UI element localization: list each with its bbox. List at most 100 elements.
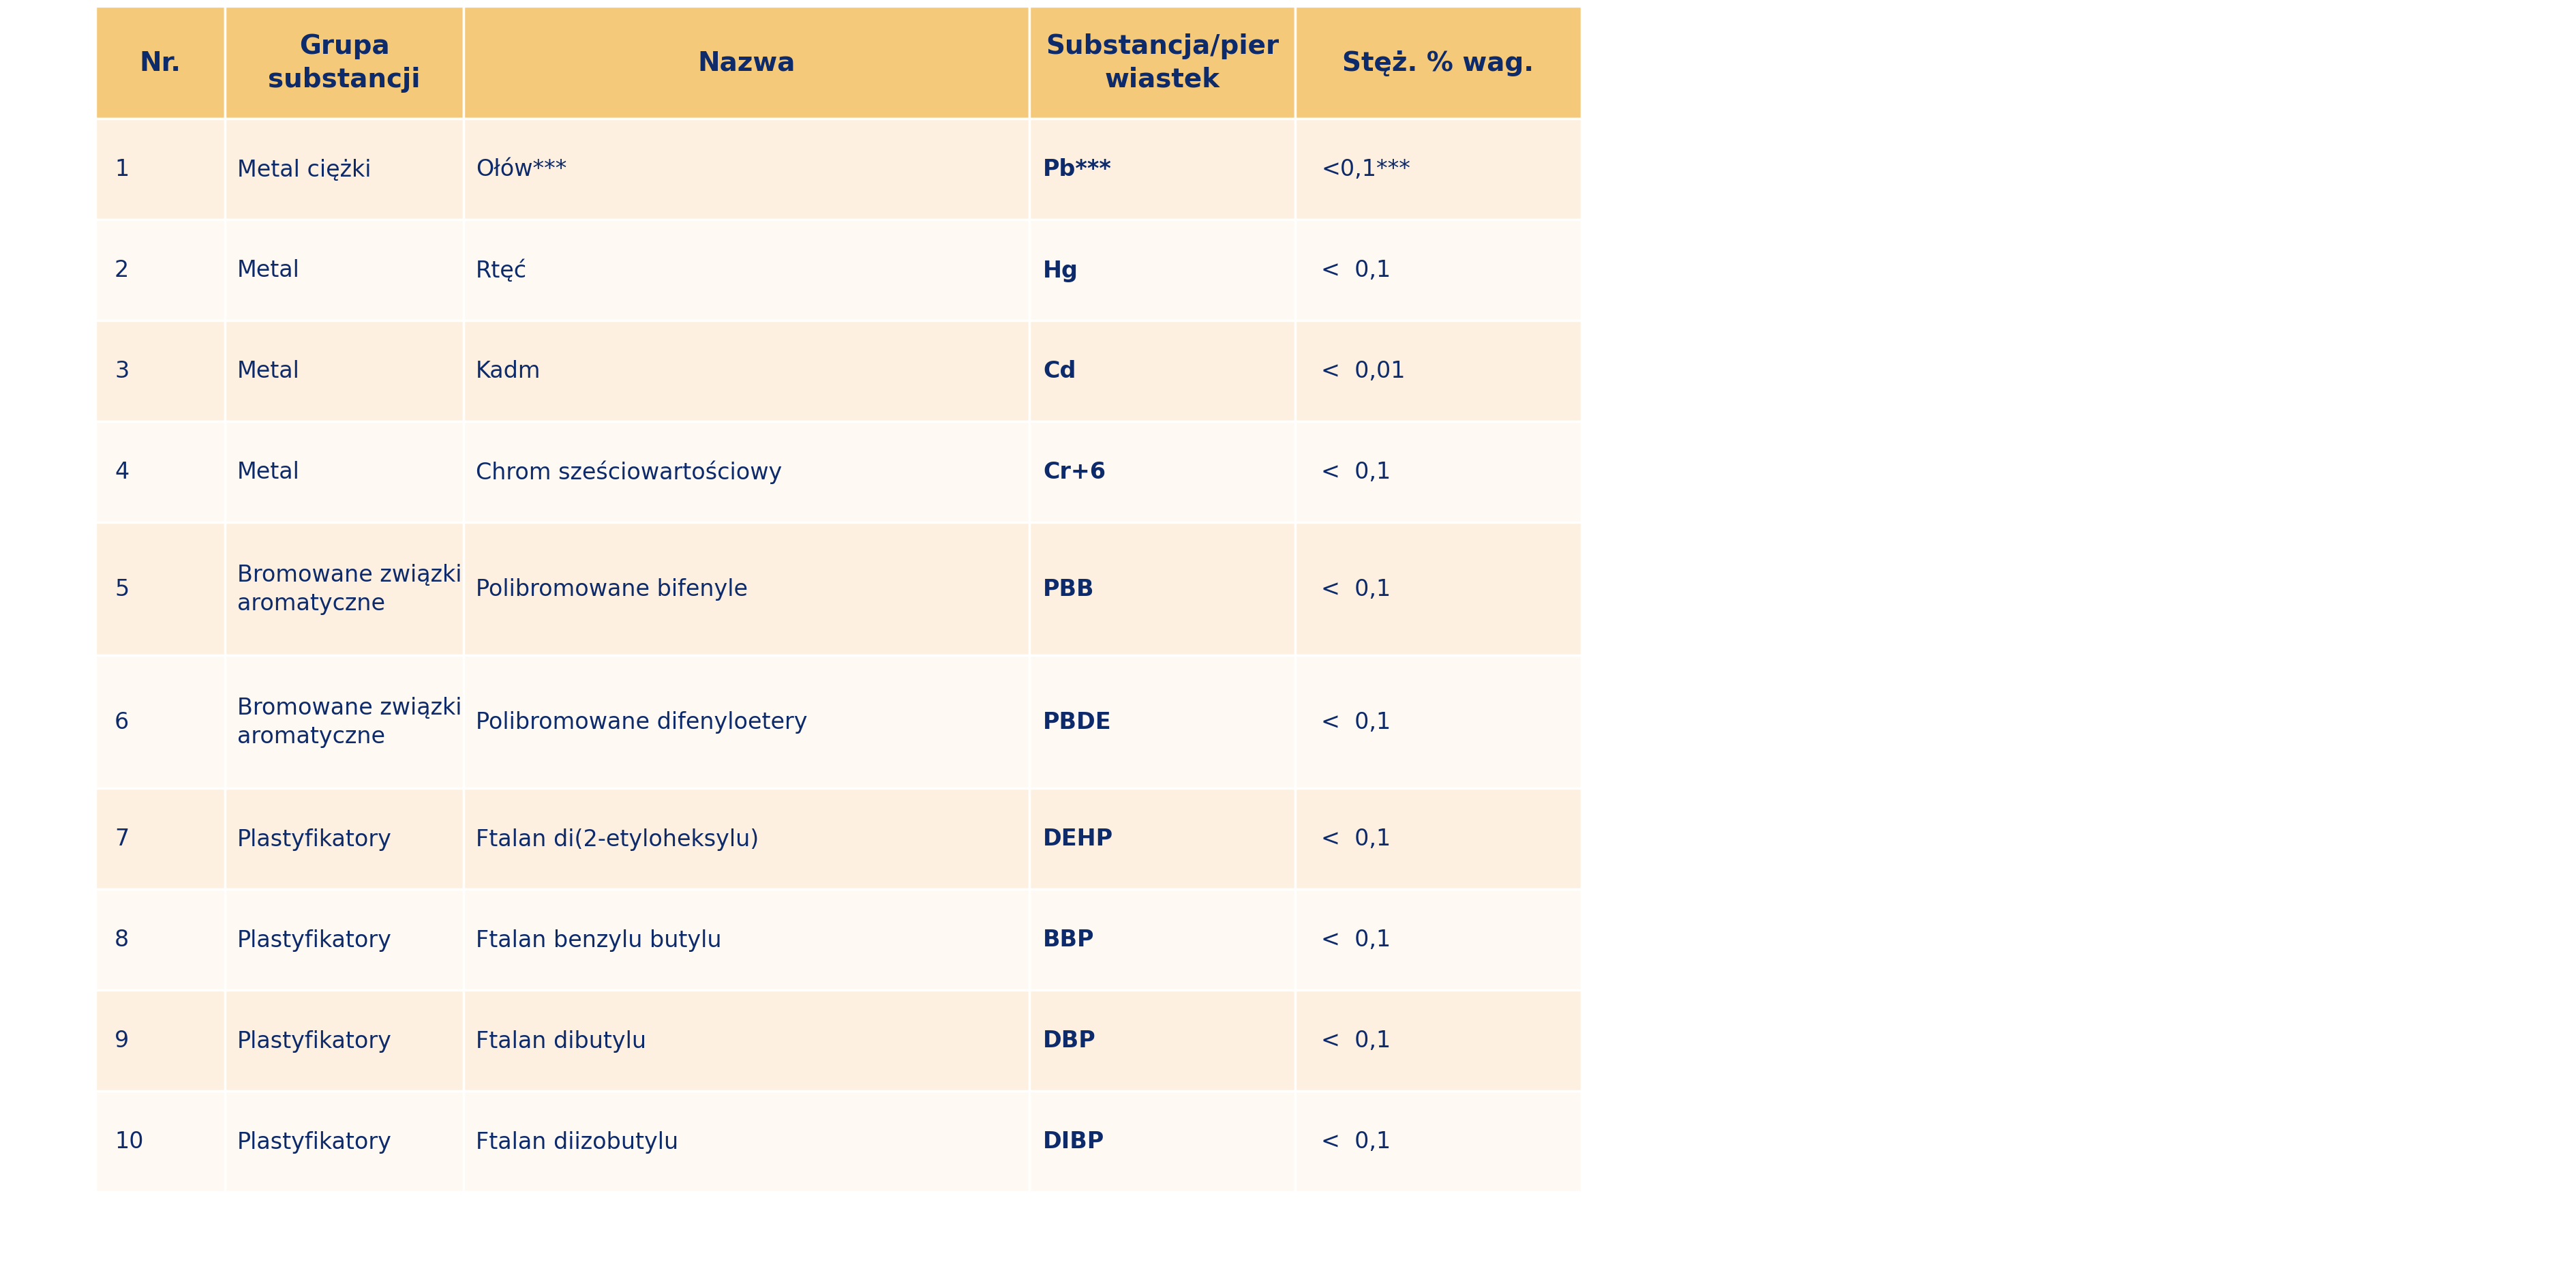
Bar: [224, 656, 464, 788]
Text: <  0,1: < 0,1: [1321, 461, 1391, 483]
Bar: [1028, 6, 1296, 120]
Bar: [1296, 788, 1582, 889]
Bar: [224, 523, 464, 656]
Text: Chrom sześciowartościowy: Chrom sześciowartościowy: [477, 461, 783, 484]
Text: Bromowane związki
aromatyczne: Bromowane związki aromatyczne: [237, 564, 461, 614]
Bar: [224, 321, 464, 422]
Text: <  0,1: < 0,1: [1321, 711, 1391, 733]
Text: Nazwa: Nazwa: [698, 50, 796, 76]
Bar: [1296, 220, 1582, 321]
Text: Kadm: Kadm: [477, 361, 541, 383]
Bar: [1028, 523, 1296, 656]
Bar: [224, 6, 464, 120]
Text: 5: 5: [113, 578, 129, 600]
Bar: [464, 1091, 1028, 1191]
Bar: [95, 523, 224, 656]
Bar: [464, 889, 1028, 990]
Text: Plastyfikatory: Plastyfikatory: [237, 929, 392, 951]
Bar: [1296, 889, 1582, 990]
Text: Ftalan di(2-etyloheksylu): Ftalan di(2-etyloheksylu): [477, 828, 760, 850]
Text: Metal ciężki: Metal ciężki: [237, 158, 371, 180]
Bar: [1028, 422, 1296, 523]
Bar: [224, 120, 464, 220]
Bar: [1028, 788, 1296, 889]
Text: Polibromowane bifenyle: Polibromowane bifenyle: [477, 578, 747, 600]
Text: Hg: Hg: [1043, 259, 1077, 282]
Bar: [1028, 321, 1296, 422]
Text: Substancja/pier
wiastek: Substancja/pier wiastek: [1046, 33, 1278, 93]
Bar: [464, 523, 1028, 656]
Bar: [1296, 523, 1582, 656]
Bar: [464, 6, 1028, 120]
Bar: [95, 656, 224, 788]
Text: Grupa
substancji: Grupa substancji: [268, 33, 420, 93]
Text: <  0,01: < 0,01: [1321, 361, 1404, 383]
Bar: [95, 321, 224, 422]
Text: Ołów***: Ołów***: [477, 158, 567, 180]
Bar: [1028, 889, 1296, 990]
Text: <  0,1: < 0,1: [1321, 578, 1391, 600]
Text: Ftalan dibutylu: Ftalan dibutylu: [477, 1029, 647, 1052]
Bar: [224, 422, 464, 523]
Text: 3: 3: [113, 361, 129, 383]
Bar: [95, 990, 224, 1091]
Text: <  0,1: < 0,1: [1321, 1029, 1391, 1052]
Bar: [95, 1091, 224, 1191]
Text: Polibromowane difenyloetery: Polibromowane difenyloetery: [477, 711, 806, 733]
Text: 9: 9: [113, 1029, 129, 1052]
Bar: [224, 1091, 464, 1191]
Text: Bromowane związki
aromatyczne: Bromowane związki aromatyczne: [237, 697, 461, 747]
Text: Stęż. % wag.: Stęż. % wag.: [1342, 50, 1533, 76]
Bar: [224, 788, 464, 889]
Text: Plastyfikatory: Plastyfikatory: [237, 828, 392, 850]
Bar: [464, 990, 1028, 1091]
Bar: [1028, 220, 1296, 321]
Bar: [95, 220, 224, 321]
Text: Metal: Metal: [237, 259, 299, 282]
Text: 6: 6: [113, 711, 129, 733]
Text: PBB: PBB: [1043, 578, 1095, 600]
Bar: [464, 220, 1028, 321]
Bar: [95, 889, 224, 990]
Text: Metal: Metal: [237, 361, 299, 383]
Text: 4: 4: [113, 461, 129, 483]
Text: <  0,1: < 0,1: [1321, 929, 1391, 951]
Bar: [1296, 6, 1582, 120]
Bar: [224, 990, 464, 1091]
Text: Cr+6: Cr+6: [1043, 461, 1105, 483]
Text: DBP: DBP: [1043, 1029, 1095, 1052]
Text: BBP: BBP: [1043, 929, 1095, 951]
Bar: [1028, 1091, 1296, 1191]
Text: 2: 2: [113, 259, 129, 282]
Bar: [95, 788, 224, 889]
Text: DEHP: DEHP: [1043, 828, 1113, 850]
Bar: [1296, 321, 1582, 422]
Text: Plastyfikatory: Plastyfikatory: [237, 1029, 392, 1052]
Text: Plastyfikatory: Plastyfikatory: [237, 1131, 392, 1153]
Text: 7: 7: [113, 828, 129, 850]
Text: 8: 8: [113, 929, 129, 951]
Bar: [1028, 120, 1296, 220]
Text: Metal: Metal: [237, 461, 299, 483]
Text: Ftalan diizobutylu: Ftalan diizobutylu: [477, 1131, 677, 1153]
Bar: [95, 6, 224, 120]
Bar: [464, 788, 1028, 889]
Bar: [224, 889, 464, 990]
Text: DIBP: DIBP: [1043, 1131, 1105, 1153]
Text: Rtęć: Rtęć: [477, 259, 528, 282]
Text: <0,1***: <0,1***: [1321, 158, 1409, 180]
Bar: [464, 321, 1028, 422]
Bar: [1296, 656, 1582, 788]
Bar: [1296, 990, 1582, 1091]
Bar: [464, 120, 1028, 220]
Bar: [1296, 120, 1582, 220]
Text: Nr.: Nr.: [139, 50, 180, 76]
Text: PBDE: PBDE: [1043, 711, 1110, 733]
Text: Pb***: Pb***: [1043, 158, 1110, 180]
Bar: [224, 220, 464, 321]
Text: <  0,1: < 0,1: [1321, 259, 1391, 282]
Bar: [1028, 656, 1296, 788]
Bar: [1296, 1091, 1582, 1191]
Bar: [1028, 990, 1296, 1091]
Bar: [95, 422, 224, 523]
